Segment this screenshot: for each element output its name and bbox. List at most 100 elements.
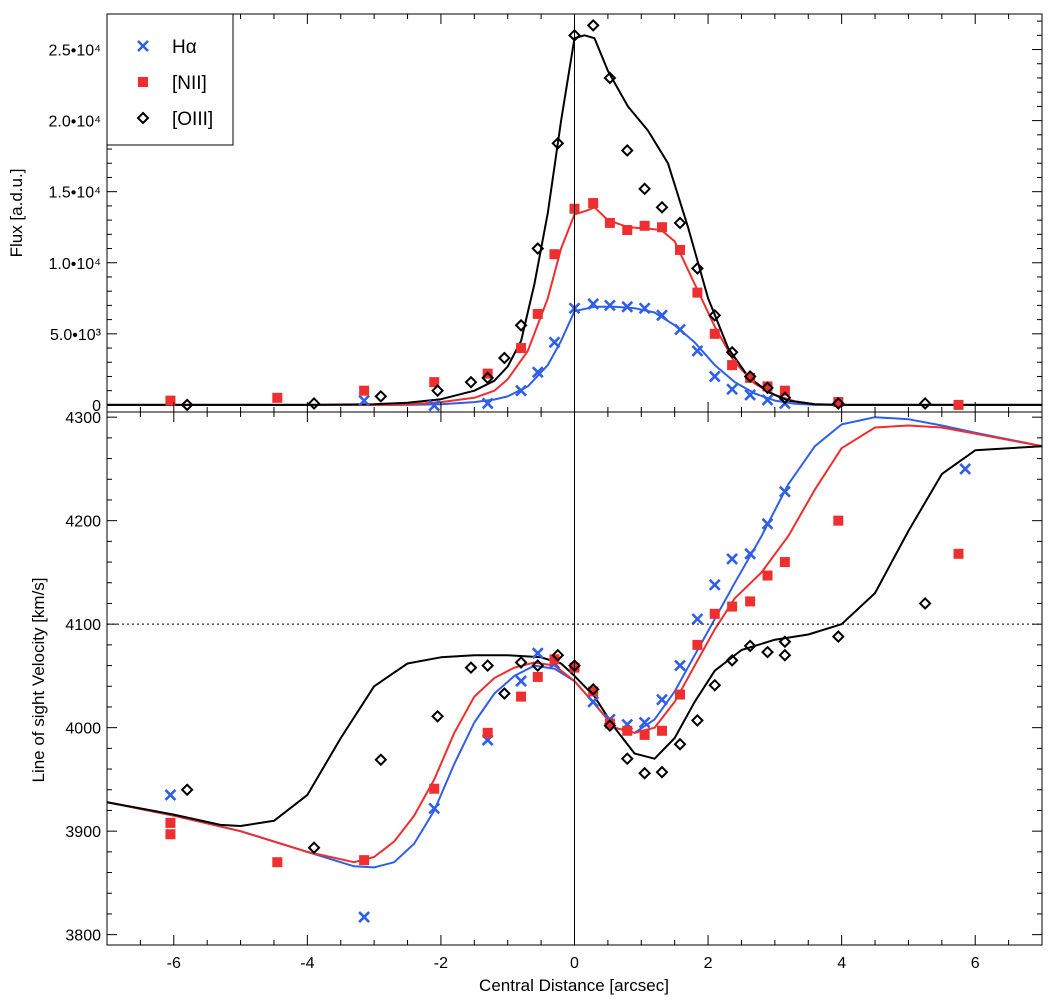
flux-point-h [603,299,616,312]
flux-point-h [587,298,600,310]
velocity-point-h [164,789,177,801]
flux-point-oiii [481,371,495,385]
flux-point-nii [272,392,283,403]
flux-point-h [358,394,371,407]
flux-point-nii [692,287,703,298]
flux-point-nii [833,397,844,408]
velocity-point-oiii [831,630,845,643]
velocity-point-h [358,911,371,923]
velocity-point-oiii [743,639,757,653]
velocity-y-tick-label: 3800 [65,928,101,945]
legend-marker-nii [138,77,148,87]
flux-point-nii [516,343,527,354]
flux-point-oiii [603,71,617,85]
flux-model-line-oiiimodel [107,34,1042,406]
flux-point-h [726,383,739,396]
flux-point-h [691,344,704,357]
velocity-point-nii [532,671,543,682]
velocity-y-tick-label: 4200 [65,514,101,531]
flux-point-oiii [761,381,774,395]
flux-point-oiii [743,370,757,383]
velocity-point-nii [272,857,283,868]
velocity-point-oiii [307,841,321,855]
flux-y-tick-label: 2.5•10⁴ [48,43,101,60]
velocity-point-oiii [708,678,722,692]
velocity-point-oiii [638,766,652,780]
velocity-point-oiii [464,661,478,675]
velocity-axes: 3800 3900 4000 4100 4200 4300 -6 -4 -2 0 2 4 6 [65,410,1043,972]
flux-point-h [638,302,651,315]
velocity-point-oiii [531,659,545,672]
x-tick-label: -2 [434,955,448,972]
flux-point-oiii [708,308,722,322]
velocity-point-oiii [481,659,495,672]
velocity-point-oiii [778,648,792,662]
flux-point-nii [588,198,599,209]
flux-point-nii [727,360,738,371]
velocity-point-oiii [918,597,932,610]
flux-point-h [515,384,527,397]
velocity-point-nii [639,729,650,740]
velocity-y-tick-label: 4100 [65,617,101,634]
velocity-point-nii [779,557,790,568]
flux-point-nii [532,308,543,319]
flux-point-oiii [307,397,321,410]
velocity-point-nii [482,727,493,738]
flux-point-nii [639,220,650,231]
velocity-point-h [744,547,757,560]
velocity-point-oiii [761,645,774,659]
legend-box [106,13,234,146]
legend-marker-oiii [136,111,150,125]
velocity-point-nii [953,548,964,559]
flux-point-nii [779,385,790,396]
velocity-point-h [587,695,600,708]
legend-marker-halpha [137,40,149,52]
velocity-point-oiii [551,648,565,662]
flux-point-nii [709,328,720,339]
velocity-point-nii [588,686,599,697]
velocity-point-h [959,463,972,475]
x-tick-label: 0 [570,955,579,972]
flux-model-line-hmodel [107,305,1042,406]
flux-point-oiii [638,182,652,196]
x-tick-label: 6 [971,955,980,972]
velocity-point-nii [833,515,844,526]
flux-y-tick-label: 1.5•10⁴ [48,185,101,202]
flux-point-nii [745,372,756,383]
velocity-point-h [761,517,774,530]
velocity-point-nii [675,689,686,700]
flux-point-h [481,397,494,410]
flux-point-oiii [374,389,388,403]
flux-point-nii [622,225,633,236]
flux-point-h [674,323,686,336]
velocity-point-oiii [374,753,388,767]
flux-point-nii [429,377,440,388]
legend-label: Hα [172,37,197,58]
velocity-y-tick-label: 4300 [65,410,101,427]
flux-point-nii [953,399,964,410]
flux-point-oiii [778,391,792,405]
flux-point-oiii [180,398,194,412]
velocity-point-oiii [690,714,704,727]
flux-y-tick-label: 0 [92,398,101,415]
flux-point-oiii [497,351,511,365]
velocity-point-nii [516,691,527,702]
flux-point-oiii [431,384,445,398]
x-axis-title: Central Distance [arcsec] [479,976,669,995]
flux-point-oiii [464,375,478,389]
flux-point-nii [604,217,615,228]
velocity-point-nii [165,829,176,840]
flux-point-oiii [620,144,634,157]
flux-point-h [428,399,441,412]
flux-y-tick-label: 2.0•10⁴ [48,114,101,131]
velocity-point-oiii [655,765,669,779]
velocity-point-nii [622,725,633,736]
velocity-point-oiii [586,682,600,696]
velocity-point-h [428,802,441,815]
flux-data-points [165,18,964,412]
flux-point-oiii [673,216,687,230]
flux-point-h [708,370,721,383]
flux-point-nii [762,381,773,392]
x-tick-label: -6 [167,955,181,972]
